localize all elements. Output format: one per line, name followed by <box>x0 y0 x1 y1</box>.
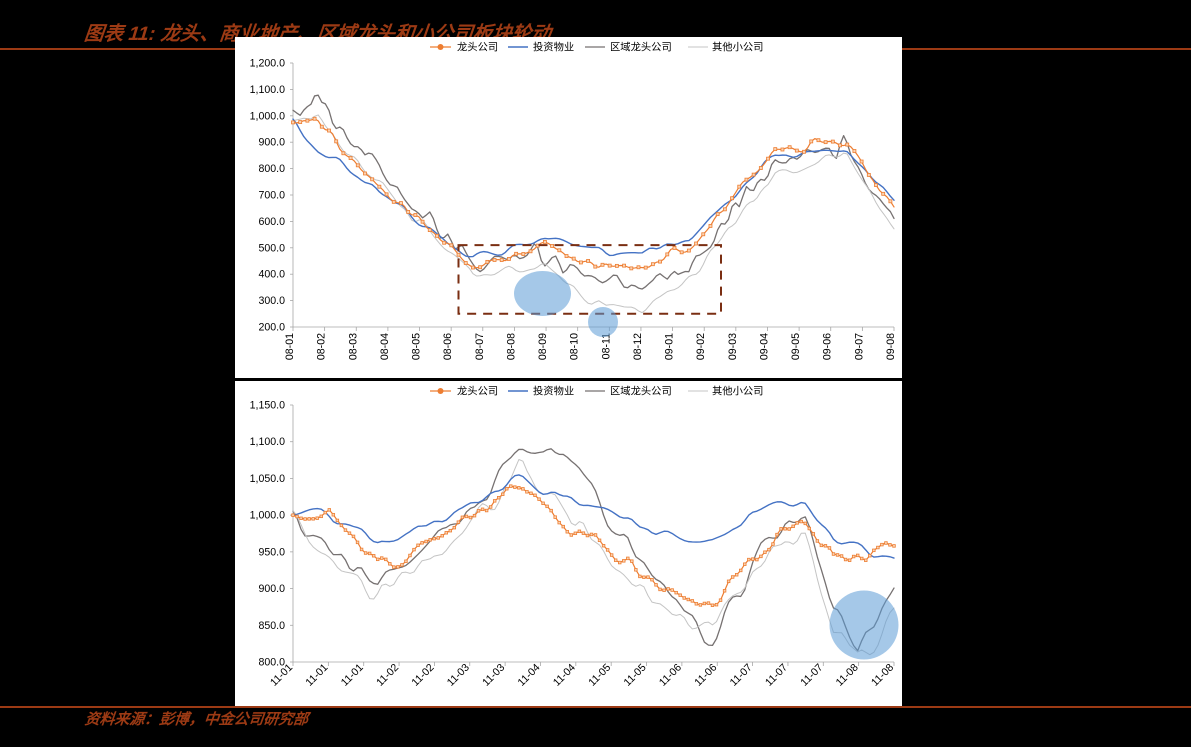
svg-text:1,000.0: 1,000.0 <box>250 510 285 522</box>
svg-text:09-08: 09-08 <box>885 333 897 360</box>
svg-text:300.0: 300.0 <box>258 295 285 307</box>
svg-text:09-03: 09-03 <box>727 333 739 360</box>
svg-text:09-06: 09-06 <box>822 333 834 360</box>
svg-text:08-04: 08-04 <box>379 333 391 360</box>
svg-text:区域龙头公司: 区域龙头公司 <box>610 40 672 53</box>
svg-text:200.0: 200.0 <box>258 322 285 334</box>
svg-text:09-07: 09-07 <box>853 333 865 360</box>
svg-text:龙头公司: 龙头公司 <box>457 384 498 397</box>
svg-text:800.0: 800.0 <box>258 163 285 175</box>
svg-text:11-01: 11-01 <box>339 662 366 689</box>
svg-text:950.0: 950.0 <box>258 546 285 558</box>
svg-text:11-03: 11-03 <box>480 662 507 689</box>
svg-text:700.0: 700.0 <box>258 190 285 202</box>
svg-text:08-05: 08-05 <box>411 333 423 360</box>
svg-text:08-02: 08-02 <box>316 333 328 360</box>
svg-text:1,150.0: 1,150.0 <box>250 400 285 412</box>
svg-text:600.0: 600.0 <box>258 216 285 228</box>
svg-text:400.0: 400.0 <box>258 269 285 281</box>
svg-text:850.0: 850.0 <box>258 620 285 632</box>
svg-text:08-03: 08-03 <box>347 333 359 360</box>
svg-text:11-05: 11-05 <box>586 662 613 689</box>
svg-text:09-04: 09-04 <box>758 333 770 360</box>
svg-text:09-02: 09-02 <box>695 333 707 360</box>
svg-text:09-05: 09-05 <box>790 333 802 360</box>
svg-text:11-02: 11-02 <box>374 662 401 689</box>
svg-text:11-04: 11-04 <box>551 662 578 689</box>
svg-text:500.0: 500.0 <box>258 242 285 254</box>
svg-text:11-07: 11-07 <box>798 662 825 689</box>
svg-text:区域龙头公司: 区域龙头公司 <box>610 384 672 397</box>
svg-text:08-10: 08-10 <box>569 333 581 360</box>
svg-text:08-12: 08-12 <box>632 333 644 360</box>
svg-text:11-07: 11-07 <box>763 662 790 689</box>
svg-text:11-05: 11-05 <box>622 662 649 689</box>
svg-text:09-01: 09-01 <box>664 333 676 360</box>
svg-text:1,100.0: 1,100.0 <box>250 436 285 448</box>
svg-text:投资物业: 投资物业 <box>533 40 574 53</box>
svg-text:08-08: 08-08 <box>505 333 517 360</box>
svg-text:1,000.0: 1,000.0 <box>250 110 285 122</box>
svg-text:08-09: 08-09 <box>537 333 549 360</box>
svg-text:11-08: 11-08 <box>869 662 896 689</box>
svg-text:龙头公司: 龙头公司 <box>457 40 498 53</box>
svg-text:900.0: 900.0 <box>258 583 285 595</box>
svg-text:1,100.0: 1,100.0 <box>250 84 285 96</box>
svg-text:投资物业: 投资物业 <box>533 384 574 397</box>
svg-text:其他小公司: 其他小公司 <box>712 384 763 397</box>
svg-text:08-07: 08-07 <box>474 333 486 360</box>
svg-text:其他小公司: 其他小公司 <box>712 40 763 53</box>
svg-text:11-01: 11-01 <box>303 662 330 689</box>
svg-text:900.0: 900.0 <box>258 137 285 149</box>
svg-text:08-06: 08-06 <box>442 333 454 360</box>
svg-text:11-02: 11-02 <box>409 662 436 689</box>
svg-text:11-04: 11-04 <box>516 662 543 689</box>
svg-text:11-03: 11-03 <box>445 662 472 689</box>
svg-text:11-07: 11-07 <box>728 662 755 689</box>
svg-text:08-01: 08-01 <box>284 333 296 360</box>
svg-text:11-06: 11-06 <box>692 662 719 689</box>
svg-text:11-08: 11-08 <box>834 662 861 689</box>
svg-text:1,200.0: 1,200.0 <box>250 58 285 70</box>
svg-text:11-06: 11-06 <box>657 662 684 689</box>
svg-text:1,050.0: 1,050.0 <box>250 473 285 485</box>
